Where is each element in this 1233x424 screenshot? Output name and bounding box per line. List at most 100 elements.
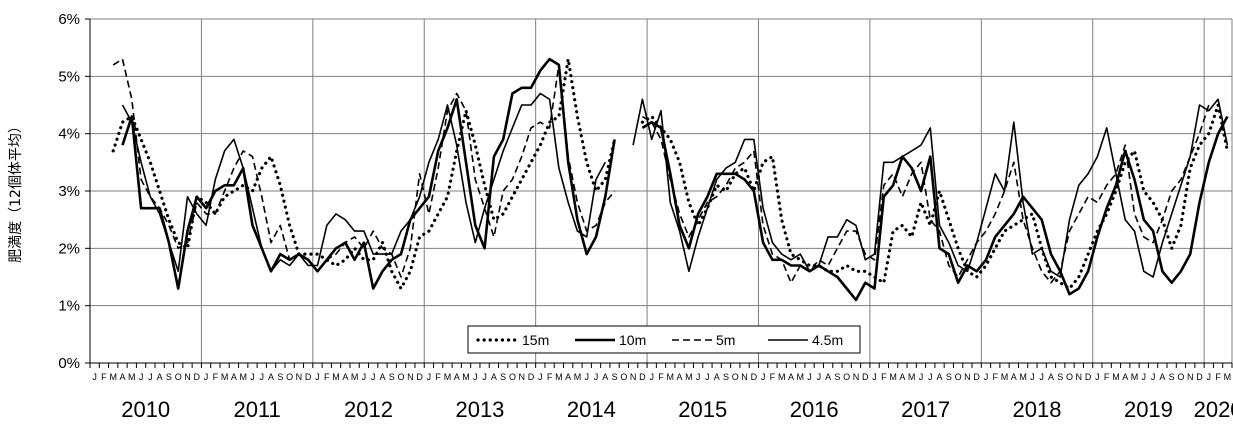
x-year-label: 2010	[121, 397, 170, 422]
x-year-label: 2019	[1124, 397, 1173, 422]
series-lines	[111, 57, 1229, 302]
x-month-label: O	[1177, 372, 1184, 382]
x-month-label: A	[825, 372, 831, 382]
series-line-5m	[641, 104, 1210, 284]
x-month-label: J	[1095, 372, 1100, 382]
legend-label: 10m	[619, 332, 646, 348]
x-month-label: F	[770, 372, 776, 382]
x-year-label: 2016	[790, 397, 839, 422]
x-month-label: M	[555, 372, 563, 382]
x-month-label: O	[843, 372, 850, 382]
x-month-label: N	[1076, 372, 1083, 382]
legend-label: 4.5m	[812, 332, 843, 348]
series-line-5m	[112, 58, 616, 278]
x-month-label: O	[955, 372, 962, 382]
y-axis-label: 肥満度（12個体平均）	[8, 119, 24, 263]
x-month-label: S	[723, 372, 729, 382]
y-tick-label: 0%	[58, 355, 80, 372]
x-month-label: S	[612, 372, 618, 382]
x-month-label: A	[937, 372, 943, 382]
x-month-label: A	[1011, 372, 1017, 382]
x-month-label: D	[862, 372, 869, 382]
x-month-label: F	[101, 372, 107, 382]
x-month-label: M	[128, 372, 136, 382]
x-month-label: N	[964, 372, 971, 382]
x-month-label: A	[491, 372, 497, 382]
x-month-label: M	[332, 372, 340, 382]
x-month-label: F	[213, 372, 219, 382]
y-tick-label: 6%	[58, 11, 80, 28]
x-month-label: J	[260, 372, 265, 382]
x-month-label: M	[667, 372, 675, 382]
x-month-label: D	[416, 372, 423, 382]
x-month-label: A	[602, 372, 608, 382]
x-month-label: A	[119, 372, 125, 382]
y-tick-label: 5%	[58, 68, 80, 85]
y-tick-label: 3%	[58, 183, 80, 200]
x-year-label: 2014	[567, 397, 616, 422]
x-month-label: M	[444, 372, 452, 382]
x-month-label: J	[919, 372, 924, 382]
x-month-label: D	[639, 372, 646, 382]
x-month-label: N	[184, 372, 191, 382]
x-month-label: J	[139, 372, 144, 382]
x-year-label: 2020	[1194, 397, 1233, 422]
x-month-label: D	[1085, 372, 1092, 382]
x-month-label: A	[379, 372, 385, 382]
x-month-label: M	[462, 372, 470, 382]
x-month-label: A	[1048, 372, 1054, 382]
x-month-label: J	[315, 372, 320, 382]
x-month-label: S	[834, 372, 840, 382]
x-month-label: M	[778, 372, 786, 382]
x-month-label: O	[175, 372, 182, 382]
x-year-labels: 2010 2011 2012 2013 2014 2015 2016 2017 2018 2019…	[121, 397, 1233, 422]
x-month-label: A	[714, 372, 720, 382]
x-month-label: N	[1187, 372, 1194, 382]
x-month-label: J	[807, 372, 812, 382]
x-month-label: F	[435, 372, 441, 382]
x-month-label: S	[500, 372, 506, 382]
x-month-label: M	[351, 372, 359, 382]
x-month-label: J	[1151, 372, 1156, 382]
x-year-label: 2018	[1013, 397, 1062, 422]
x-month-label: D	[194, 372, 201, 382]
x-month-label: J	[1207, 372, 1212, 382]
x-month-label: A	[1159, 372, 1165, 382]
x-month-label: S	[277, 372, 283, 382]
x-month-label: J	[1142, 372, 1147, 382]
x-month-label: M	[889, 372, 897, 382]
x-month-label: J	[371, 372, 376, 382]
x-year-label: 2013	[455, 397, 504, 422]
y-ticks: 0% 1% 2% 3% 4% 5% 6%	[58, 11, 80, 372]
x-month-label: O	[620, 372, 627, 382]
x-month-label: J	[482, 372, 487, 382]
x-year-label: 2017	[901, 397, 950, 422]
axes	[85, 18, 1233, 368]
x-month-label: J	[705, 372, 710, 382]
legend: 15m 10m 5m 4.5m	[467, 325, 861, 354]
x-month-label: J	[649, 372, 654, 382]
x-month-label: D	[973, 372, 980, 382]
x-month-label: J	[204, 372, 209, 382]
x-month-label: J	[984, 372, 989, 382]
x-month-label: O	[1066, 372, 1073, 382]
x-month-label: J	[92, 372, 97, 382]
x-month-label: M	[1019, 372, 1027, 382]
x-month-label: A	[899, 372, 905, 382]
x-month-label: J	[584, 372, 589, 382]
x-month-label: O	[398, 372, 405, 382]
series-line-4.5m	[121, 92, 607, 273]
x-month-label: M	[574, 372, 582, 382]
x-month-label: M	[797, 372, 805, 382]
x-month-label: J	[817, 372, 822, 382]
y-tick-label: 1%	[58, 298, 80, 315]
x-month-label: S	[1057, 372, 1063, 382]
x-month-label: J	[696, 372, 701, 382]
x-month-label: O	[732, 372, 739, 382]
x-month-label: J	[538, 372, 543, 382]
x-month-label: N	[741, 372, 748, 382]
series-line-4.5m	[632, 98, 1229, 278]
x-month-label: J	[761, 372, 766, 382]
x-month-label: J	[872, 372, 877, 382]
